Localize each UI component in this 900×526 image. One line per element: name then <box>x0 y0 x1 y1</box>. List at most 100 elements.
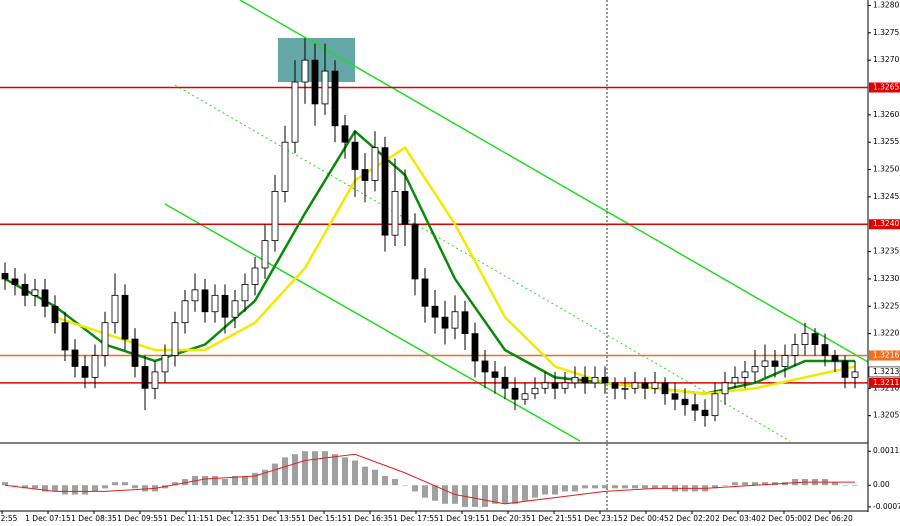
macd-bar <box>512 485 518 504</box>
macd-bar <box>182 479 188 486</box>
candle-body <box>731 376 739 384</box>
macd-bar <box>662 485 668 489</box>
candle-body <box>341 125 349 143</box>
candle-body <box>841 360 849 378</box>
candle-body <box>1 273 9 280</box>
x-tick-label: 1 Dec 16:35 <box>347 514 393 523</box>
macd-bar <box>72 485 78 495</box>
macd-bar <box>412 485 418 492</box>
y-tick-label: 1.3205 <box>873 411 899 420</box>
macd-bar <box>272 463 278 486</box>
candle-body <box>71 349 79 367</box>
candle-body <box>581 376 589 384</box>
candle-body <box>121 294 129 340</box>
macd-bar <box>202 475 208 486</box>
macd-bar <box>852 485 858 486</box>
y-tick-label: 0.0011 <box>873 446 899 455</box>
macd-bar <box>102 485 108 489</box>
candle-body <box>851 371 859 378</box>
macd-bar <box>582 485 588 489</box>
candle-body <box>471 333 479 362</box>
candle-body <box>311 59 319 105</box>
current-price-label: 1.3213 <box>873 367 899 376</box>
x-tick-label: 2 Dec 06:20 <box>807 514 853 523</box>
y-tick-label: 1.3235 <box>873 247 899 256</box>
candle-body <box>751 366 759 373</box>
candle-body <box>591 376 599 384</box>
candle-body <box>561 382 569 389</box>
candle-body <box>301 59 309 83</box>
macd-bar <box>292 454 298 486</box>
x-tick-label: 1 Dec 20:35 <box>485 514 531 523</box>
candle-body <box>681 398 689 406</box>
y-tick-label: 1.3225 <box>873 301 899 310</box>
candle-body <box>291 81 299 143</box>
candle-body <box>391 191 399 236</box>
candle-body <box>821 344 829 356</box>
candle-body <box>671 393 679 400</box>
candle-body <box>531 387 539 395</box>
x-tick-label: 2 Dec 02:20 <box>669 514 715 523</box>
candle-body <box>631 382 639 389</box>
level-label-box <box>869 82 900 93</box>
candle-body <box>111 294 119 324</box>
x-tick-label: 1 Dec 17:55 <box>393 514 439 523</box>
candle-body <box>181 300 189 324</box>
macd-bar <box>352 460 358 486</box>
x-tick-label: 1 Dec 11:15 <box>163 514 209 523</box>
candle-body <box>461 311 469 335</box>
y-tick-label: 1.3270 <box>873 55 899 64</box>
candle-body <box>431 305 439 318</box>
macd-bar <box>312 451 318 486</box>
candle-body <box>201 289 209 313</box>
candle-body <box>321 70 329 105</box>
macd-bar <box>482 485 488 507</box>
macd-bar <box>122 482 128 486</box>
macd-bar <box>642 485 648 489</box>
y-tick-label: 1.3280 <box>873 0 899 9</box>
x-tick-label: 2 Dec 00:45 <box>623 514 669 523</box>
x-tick-label: 1 Dec 23:15 <box>577 514 623 523</box>
macd-bar <box>22 485 28 489</box>
candle-body <box>611 382 619 389</box>
macd-bar <box>232 475 238 486</box>
candle-body <box>141 366 149 389</box>
candle-body <box>721 382 729 395</box>
candle-body <box>371 147 379 181</box>
x-tick-label: 1 Dec 15:15 <box>301 514 347 523</box>
x-tick-label: 2:55 <box>1 514 18 523</box>
macd-bar <box>172 482 178 486</box>
candle-body <box>81 366 89 378</box>
candle-body <box>711 393 719 417</box>
macd-bar <box>762 482 768 486</box>
macd-bar <box>32 485 38 489</box>
candle-body <box>151 371 159 389</box>
macd-bar <box>562 485 568 492</box>
candle-body <box>271 191 279 242</box>
candle-body <box>601 376 609 384</box>
candle-body <box>811 333 819 345</box>
y-tick-label: 1.3255 <box>873 137 899 146</box>
y-tick-label: 1.3260 <box>873 110 899 119</box>
macd-bar <box>82 485 88 495</box>
candle-body <box>571 376 579 384</box>
macd-bar <box>12 485 18 486</box>
y-tick-label: 1.3230 <box>873 274 899 283</box>
macd-bar <box>742 482 748 486</box>
macd-bar <box>422 485 428 498</box>
level-label-box <box>869 377 900 388</box>
candle-body <box>491 371 499 378</box>
candle-body <box>651 382 659 389</box>
candle-body <box>421 278 429 307</box>
macd-bar <box>52 485 58 492</box>
macd-bar <box>732 482 738 486</box>
candle-body <box>241 283 249 302</box>
candle-body <box>641 382 649 389</box>
y-tick-label: 1.3275 <box>873 28 899 37</box>
macd-bar <box>322 451 328 486</box>
level-label: 1.3240 <box>873 219 899 228</box>
macd-bar <box>62 485 68 495</box>
macd-bar <box>522 485 528 501</box>
macd-bar <box>712 485 718 489</box>
